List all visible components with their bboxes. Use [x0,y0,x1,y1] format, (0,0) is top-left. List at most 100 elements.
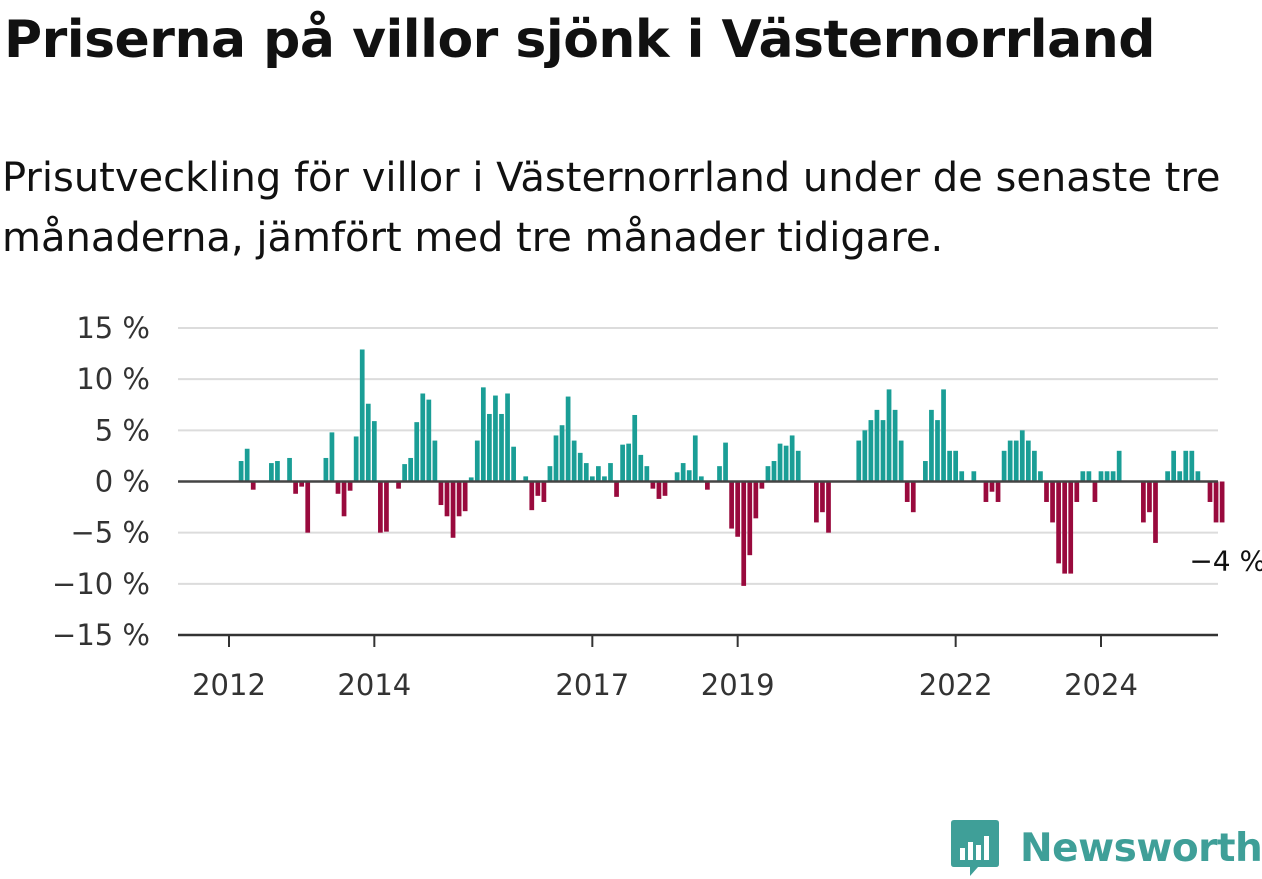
bar [402,464,407,482]
x-tick-label: 2019 [701,668,775,702]
bar [1001,450,1007,482]
x-axis-labels: 2012 2014 2017 2019 2022 2024 [192,635,1138,702]
bar [650,481,656,489]
bar [384,481,389,532]
bar-chart: 15 %10 %5 %0 %−5 %−10 %−15 % 2012 2014 201… [52,311,1262,702]
bar [347,481,353,491]
bar [680,463,686,482]
bar [771,461,777,482]
bar [729,481,734,529]
x-tick-label: 2024 [1064,668,1138,702]
bar [432,440,438,482]
bar [862,430,868,482]
bar [692,435,698,482]
x-tick-label: 2012 [192,668,266,702]
bar [371,421,377,482]
bar [789,435,795,482]
brand-logo: Newsworthy [950,818,1262,878]
chart-title: Priserna på villor sjönk i Västernorrlan… [4,10,1155,70]
bar [1116,450,1122,482]
bar [329,432,335,482]
bar [814,481,819,523]
y-axis-labels: 15 % 10 % 5 % 0 % −5 % −10 % −15 % [52,311,150,652]
bar [583,463,589,482]
bar [335,481,341,494]
axes [178,480,1218,637]
bar [535,481,541,496]
bar [1189,450,1195,482]
bar [250,481,256,490]
annotations: −4 % [1189,544,1262,577]
bar [674,472,680,482]
x-tick-label: 2014 [337,668,411,702]
bar [989,481,995,492]
bar [747,481,753,556]
bar [1019,430,1025,482]
bar [826,481,831,533]
bar [299,481,305,487]
bar [953,450,959,482]
bar [414,422,420,482]
bar [596,466,601,482]
bar [456,481,462,517]
newsworthy-logo-icon [951,820,999,876]
bar [1195,471,1201,482]
y-tick-label: 15 % [76,311,150,345]
bar [1056,481,1061,564]
bar [959,471,965,482]
bar [1013,440,1019,482]
bar [396,481,401,489]
y-tick-label: 0 % [95,465,150,499]
bar [723,442,728,482]
bar [874,409,880,482]
y-tick-label: 10 % [76,362,150,396]
bar [474,440,480,482]
bar [892,409,898,482]
bar [450,481,456,538]
bar [493,395,498,482]
bar [487,413,492,482]
bar [620,444,625,482]
bar [462,481,468,512]
bar [929,409,934,482]
bar [499,413,504,482]
bar [1007,440,1013,482]
brand-name: Newsworthy [1020,825,1262,871]
bar [1183,450,1189,482]
y-tick-label: −15 % [52,618,150,652]
bar [971,471,977,482]
bar [856,440,862,482]
bar [468,477,474,482]
bar [923,461,928,482]
bar [293,481,298,494]
bar [783,445,789,482]
bar [1098,471,1104,482]
bar-series [238,349,1225,586]
chart-subtitle: Prisutveckling för villor i Västernorrla… [2,155,1221,261]
bar [717,466,722,482]
bar [408,457,414,482]
bar [565,396,571,482]
bar [341,481,347,517]
bar [753,481,759,519]
bar [511,446,516,482]
bar [426,399,432,482]
gridlines [178,327,1218,585]
bar [735,481,741,537]
bar [904,481,910,502]
bar [541,481,547,502]
bar [523,476,529,482]
bar [935,420,940,482]
bar [1086,471,1092,482]
bar [1165,471,1170,482]
bar [359,349,365,482]
bar [1044,481,1049,502]
bar [898,440,904,482]
bar [686,470,692,482]
bar [644,466,650,482]
bar [275,461,280,482]
bar [1080,471,1086,482]
bar [1213,481,1219,523]
bar [602,476,607,482]
bar [547,466,553,482]
